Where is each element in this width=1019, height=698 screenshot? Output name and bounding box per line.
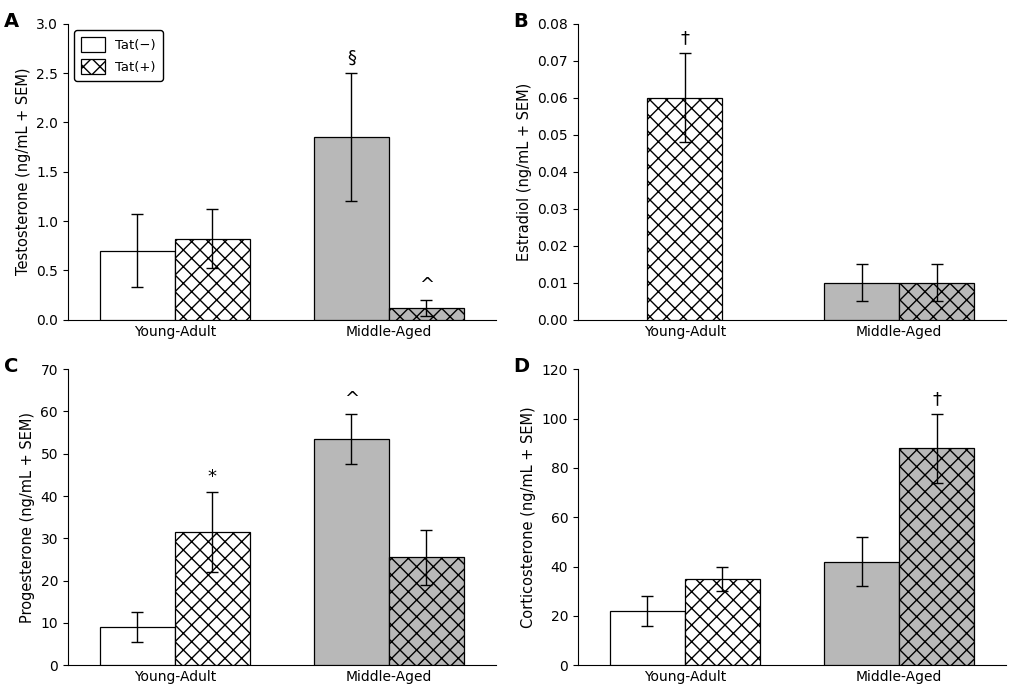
Bar: [314, 439, 388, 665]
Text: ^: ^: [343, 389, 359, 408]
Legend: Tat(−), Tat(+): Tat(−), Tat(+): [74, 30, 162, 80]
Text: *: *: [208, 468, 217, 486]
Bar: [314, 137, 388, 320]
Bar: [898, 448, 973, 665]
Bar: [685, 579, 759, 665]
Bar: [100, 251, 174, 320]
Bar: [174, 532, 250, 665]
Bar: [388, 558, 464, 665]
Bar: [388, 308, 464, 320]
Bar: [823, 562, 898, 665]
Text: D: D: [514, 357, 529, 376]
Text: §: §: [346, 49, 356, 67]
Y-axis label: Corticosterone (ng/mL + SEM): Corticosterone (ng/mL + SEM): [521, 406, 536, 628]
Bar: [823, 283, 898, 320]
Text: B: B: [514, 12, 528, 31]
Text: ^: ^: [419, 276, 433, 294]
Y-axis label: Estradiol (ng/mL + SEM): Estradiol (ng/mL + SEM): [517, 82, 531, 261]
Bar: [174, 239, 250, 320]
Bar: [898, 283, 973, 320]
Text: A: A: [3, 12, 18, 31]
Bar: [100, 628, 174, 665]
Y-axis label: Progesterone (ng/mL + SEM): Progesterone (ng/mL + SEM): [19, 412, 35, 623]
Y-axis label: Testosterone (ng/mL + SEM): Testosterone (ng/mL + SEM): [15, 68, 31, 276]
Bar: [609, 611, 685, 665]
Text: C: C: [3, 357, 18, 376]
Text: †: †: [931, 389, 941, 408]
Bar: [647, 98, 721, 320]
Text: †: †: [680, 29, 689, 47]
